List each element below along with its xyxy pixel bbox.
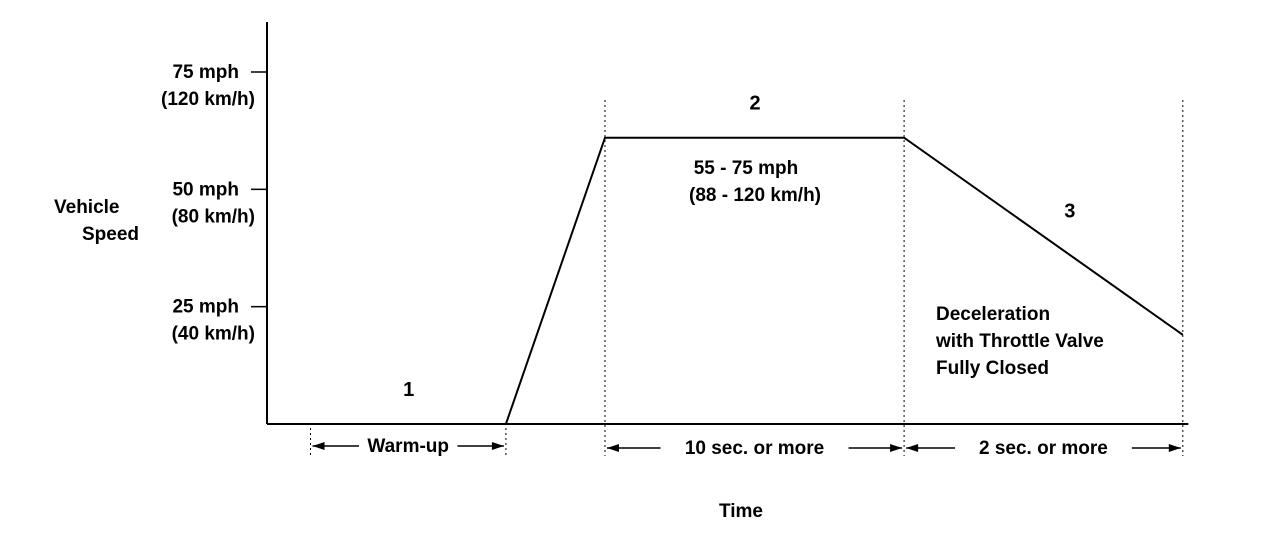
phase-label-3: 3 (1064, 200, 1075, 222)
interval-label: 10 sec. or more (685, 438, 824, 459)
arrowhead-left (606, 444, 619, 452)
y-tick-sublabel-50: (80 km/h) (172, 206, 255, 227)
phase-dividers (604, 100, 1184, 456)
y-axis-title-line1: Vehicle (54, 197, 120, 218)
arrowhead-right (1168, 444, 1181, 452)
phase-label-2: 2 (749, 93, 760, 115)
y-tick-label-75: 75 mph (172, 62, 239, 83)
arrowhead-right (890, 444, 903, 452)
speed-range-kmh-label: (88 - 120 km/h) (689, 185, 821, 206)
y-axis-title-line2: Speed (82, 224, 139, 245)
y-tick-sublabel-75: (120 km/h) (161, 89, 255, 110)
y-tick-label-25: 25 mph (172, 297, 239, 318)
deceleration-label-line3: Fully Closed (936, 358, 1049, 379)
interval-label: 2 sec. or more (979, 438, 1108, 459)
speed-line (310, 136, 1184, 425)
chart-labels: Vehicle Speed Time 55 - 75 mph (88 - 120… (54, 158, 1104, 522)
arrowhead-right (491, 442, 504, 450)
deceleration-label-line2: with Throttle Valve (935, 331, 1104, 352)
y-tick-sublabel-25: (40 km/h) (172, 324, 255, 345)
interval-1: Warm-up (310, 428, 507, 457)
interval-markers: Warm-up 10 sec. or more 2 sec. or more (310, 428, 1181, 459)
deceleration-label-line1: Deceleration (936, 304, 1050, 325)
interval-3: 2 sec. or more (906, 438, 1181, 459)
x-axis-title: Time (719, 501, 763, 522)
arrowhead-left (312, 442, 325, 450)
interval-2: 10 sec. or more (606, 438, 903, 459)
interval-label: Warm-up (367, 436, 449, 457)
y-tick-label-50: 50 mph (172, 179, 239, 200)
speed-range-label: 55 - 75 mph (694, 158, 799, 179)
speed-profile: 1 2 3 (310, 93, 1184, 425)
arrowhead-left (906, 444, 919, 452)
phase-label-1: 1 (403, 379, 414, 401)
